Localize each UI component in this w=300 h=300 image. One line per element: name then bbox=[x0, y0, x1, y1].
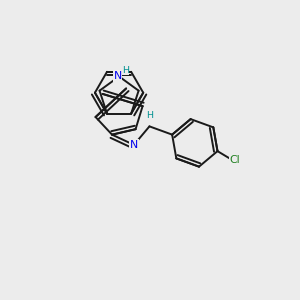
Text: H: H bbox=[122, 66, 129, 75]
Text: H: H bbox=[146, 111, 153, 120]
Text: N: N bbox=[130, 140, 138, 150]
Text: N: N bbox=[113, 71, 122, 81]
Text: Cl: Cl bbox=[230, 155, 240, 165]
